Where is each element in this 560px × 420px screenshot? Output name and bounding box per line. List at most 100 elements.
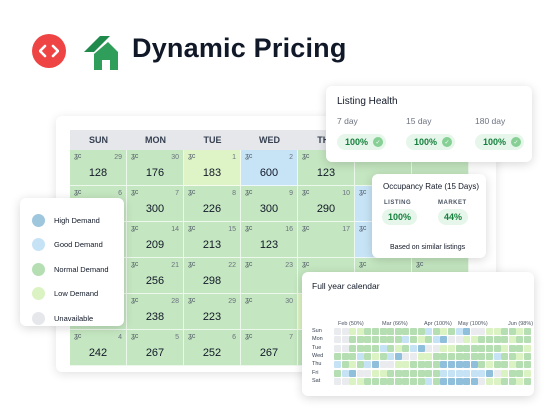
day-number: 23 (285, 262, 293, 269)
heatmap-cell (356, 352, 364, 360)
price-mode-icon: ʓc (359, 225, 367, 232)
heatmap-cell (463, 336, 471, 344)
calendar-day-cell[interactable]: ʓc 23 (241, 258, 298, 294)
day-number: 16 (285, 226, 293, 233)
nightly-price: 123 (259, 239, 279, 251)
nightly-price: 600 (259, 167, 279, 179)
calendar-day-cell[interactable]: ʓc 7 267 (241, 330, 298, 366)
heatmap-cell (470, 328, 478, 335)
weekday-label: Mon (312, 336, 323, 343)
nightly-price: 223 (202, 311, 222, 323)
heatmap-cell (394, 328, 402, 335)
heatmap-cell (455, 369, 463, 377)
calendar-day-cell[interactable]: ʓc 29 128 (70, 150, 127, 186)
calendar-day-cell[interactable]: ʓc 6 252 (184, 330, 241, 366)
calendar-day-cell[interactable]: ʓc 17 (298, 222, 355, 258)
heatmap-cell (501, 352, 509, 360)
calendar-day-cell[interactable]: ʓc 14 209 (127, 222, 184, 258)
heatmap-cell (493, 369, 501, 377)
nightly-price: 238 (145, 311, 165, 323)
heatmap-cell (356, 361, 364, 369)
legend-item: High Demand (32, 208, 124, 233)
heatmap-cell (379, 336, 387, 344)
heatmap-cell (478, 336, 486, 344)
heatmap-cell (341, 377, 349, 385)
heatmap-cell (432, 361, 440, 369)
heatmap-cell (334, 369, 341, 377)
check-icon: ✓ (511, 137, 522, 147)
calendar-day-cell[interactable]: ʓc 1 183 (184, 150, 241, 186)
heatmap-cell (372, 377, 379, 385)
heatmap-cell (394, 377, 402, 385)
nightly-price: 300 (145, 203, 165, 215)
heatmap-cell (470, 361, 478, 369)
heatmap-cell (402, 369, 410, 377)
day-number: 15 (228, 226, 236, 233)
calendar-day-cell[interactable]: ʓc 30 (241, 294, 298, 330)
calendar-day-cell[interactable]: ʓc 22 298 (184, 258, 241, 294)
price-mode-icon: ʓc (131, 153, 139, 160)
day-number: 5 (175, 334, 179, 341)
calendar-day-cell[interactable]: ʓc 8 226 (184, 186, 241, 222)
calendar-day-cell[interactable]: ʓc 30 176 (127, 150, 184, 186)
heatmap-cell (349, 361, 357, 369)
heatmap-cell (364, 377, 372, 385)
heatmap-cell (341, 328, 349, 335)
price-mode-icon: ʓc (302, 261, 310, 268)
nightly-price: 267 (259, 347, 279, 359)
calendar-day-cell[interactable]: ʓc 2 600 (241, 150, 298, 186)
calendar-day-cell[interactable]: ʓc 5 267 (127, 330, 184, 366)
listing-health-card: Listing Health 7 day 100% ✓ 15 day 100% ✓ 180 … (326, 86, 532, 162)
heatmap-cell (493, 352, 501, 360)
heatmap-cell (455, 361, 463, 369)
calendar-day-cell[interactable]: ʓc 29 223 (184, 294, 241, 330)
day-number: 9 (289, 190, 293, 197)
heatmap-cell (516, 344, 524, 352)
heatmap-cell (387, 361, 395, 369)
legend-swatch (32, 262, 45, 276)
heatmap-cell (440, 344, 448, 352)
calendar-day-cell[interactable]: ʓc 15 213 (184, 222, 241, 258)
heatmap-cell (516, 369, 524, 377)
legend-swatch (32, 311, 45, 325)
price-mode-icon: ʓc (188, 225, 196, 232)
weekday-label: Tue (312, 344, 322, 351)
day-number: 28 (171, 298, 179, 305)
calendar-day-cell[interactable]: ʓc 16 123 (241, 222, 298, 258)
calendar-day-cell[interactable]: ʓc 10 290 (298, 186, 355, 222)
heatmap-cell (440, 336, 448, 344)
heatmap-cell (425, 377, 433, 385)
heatmap-cell (425, 369, 433, 377)
calendar-day-cell[interactable]: ʓc 28 238 (127, 294, 184, 330)
calendar-day-cell[interactable]: ʓc 4 242 (70, 330, 127, 366)
heatmap-cell (417, 352, 425, 360)
calendar-day-cell[interactable]: ʓc 21 256 (127, 258, 184, 294)
health-score-pill: 100% ✓ (337, 134, 387, 150)
calendar-day-cell[interactable]: ʓc 9 300 (241, 186, 298, 222)
health-period-0: 7 day 100% ✓ (337, 116, 387, 150)
heatmap-cell (402, 361, 410, 369)
heatmap-cell (455, 328, 463, 335)
heatmap-cell (364, 361, 372, 369)
nightly-price: 213 (202, 239, 222, 251)
heatmap-cell (334, 361, 341, 369)
heatmap-cell (478, 377, 486, 385)
demand-legend: High Demand Good Demand Normal Demand Low D… (20, 198, 124, 326)
heatmap-cell (356, 344, 364, 352)
heatmap-cell (402, 328, 410, 335)
listing-health-title: Listing Health (337, 96, 398, 107)
heatmap-cell (524, 344, 531, 352)
heatmap-cell (478, 328, 486, 335)
legend-swatch (32, 238, 45, 252)
heatmap-cell (463, 352, 471, 360)
heatmap-cell (448, 352, 455, 360)
heatmap-cell (410, 328, 417, 335)
heatmap-cell (372, 352, 379, 360)
calendar-day-cell[interactable]: ʓc 7 300 (127, 186, 184, 222)
heatmap-cell (425, 336, 433, 344)
heatmap-cell (349, 344, 357, 352)
heatmap-cell (432, 369, 440, 377)
heatmap-cell (372, 344, 379, 352)
heatmap-cell (501, 369, 509, 377)
heatmap-cell (341, 336, 349, 344)
